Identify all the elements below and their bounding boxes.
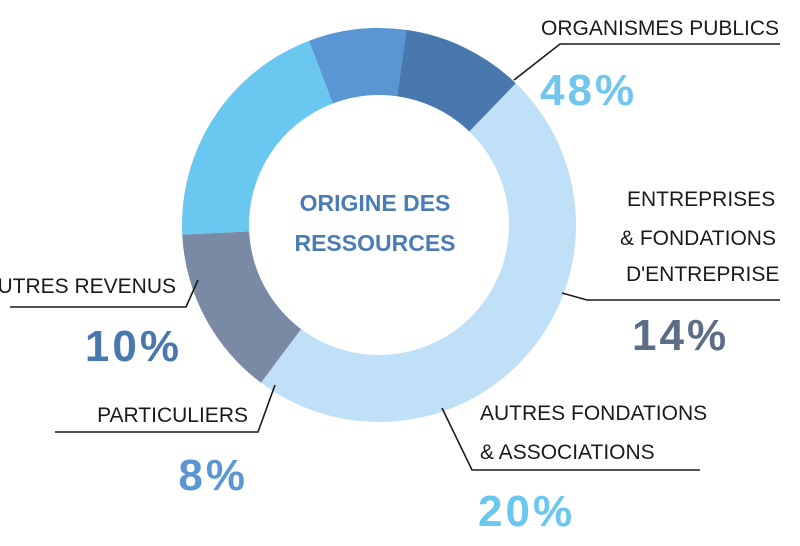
- slice-label-autres-revenus: AUTRES REVENUS 10%: [0, 275, 199, 371]
- slice-name-autres-fondations-line-2: & ASSOCIATIONS: [480, 441, 655, 464]
- center-title-line-2: RESSOURCES: [294, 230, 455, 256]
- slice-name-particuliers: PARTICULIERS: [97, 404, 248, 427]
- slice-value-autres-fondations: 20%: [478, 487, 575, 536]
- leader-line-particuliers: [55, 384, 276, 433]
- slice-label-entreprises: ENTREPRISES & FONDATIONS D'ENTREPRISE 14…: [561, 188, 780, 360]
- donut-slice-entreprises-fondations-d-entreprise: [182, 231, 302, 383]
- donut-slice-organismes-publics: [260, 83, 576, 422]
- slice-value-entreprises: 14%: [632, 311, 729, 360]
- slice-value-organismes-publics: 48%: [540, 66, 637, 115]
- slice-name-entreprises-line-3: D'ENTREPRISE: [626, 263, 779, 286]
- slice-name-entreprises-line-2: & FONDATIONS: [620, 227, 776, 250]
- slice-label-autres-fondations: AUTRES FONDATIONS & ASSOCIATIONS 20%: [441, 402, 707, 536]
- slice-value-particuliers: 8%: [178, 451, 248, 500]
- slice-name-organismes-publics: ORGANISMES PUBLICS: [541, 17, 779, 40]
- donut-slice-particuliers: [309, 27, 407, 104]
- slice-name-entreprises-line-1: ENTREPRISES: [627, 188, 775, 211]
- center-title-line-1: ORIGINE DES: [300, 190, 451, 216]
- leader-line-autres-fondations: [441, 407, 700, 471]
- donut-slice-autres-fondations-associations: [181, 40, 333, 235]
- chart-center-title: ORIGINE DES RESSOURCES: [294, 190, 455, 256]
- slice-label-organismes-publics: ORGANISMES PUBLICS 48%: [513, 17, 780, 115]
- slice-value-autres-revenus: 10%: [85, 322, 182, 371]
- leader-line-organismes-publics: [513, 43, 780, 81]
- leader-line-autres-revenus: [10, 279, 199, 308]
- slice-label-particuliers: PARTICULIERS 8%: [55, 384, 276, 500]
- donut-slice-autres-revenus: [397, 29, 516, 132]
- slice-name-autres-revenus: AUTRES REVENUS: [0, 275, 176, 298]
- slice-name-autres-fondations-line-1: AUTRES FONDATIONS: [480, 402, 707, 425]
- donut-slices: [181, 27, 576, 422]
- leader-line-entreprises: [561, 292, 780, 301]
